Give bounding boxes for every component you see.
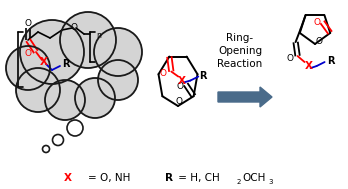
Text: 3: 3: [268, 179, 272, 185]
Text: X: X: [177, 76, 185, 86]
Text: O: O: [24, 19, 32, 29]
Text: O: O: [24, 50, 32, 59]
Circle shape: [6, 46, 50, 90]
Circle shape: [16, 68, 60, 112]
Circle shape: [67, 120, 83, 136]
Text: R: R: [165, 173, 173, 183]
Text: X: X: [304, 61, 313, 71]
Text: O: O: [286, 53, 293, 63]
Circle shape: [98, 60, 138, 100]
Polygon shape: [218, 87, 272, 107]
Text: O: O: [160, 69, 167, 78]
Text: Reaction: Reaction: [218, 59, 263, 69]
Text: X: X: [40, 57, 48, 67]
Text: R: R: [62, 59, 70, 69]
Text: X: X: [64, 173, 72, 183]
Text: 2: 2: [237, 179, 242, 185]
Text: O: O: [71, 23, 78, 33]
Text: R: R: [327, 56, 334, 66]
Text: OCH: OCH: [242, 173, 266, 183]
Circle shape: [45, 80, 85, 120]
Circle shape: [20, 20, 84, 84]
Text: R: R: [199, 70, 207, 81]
Circle shape: [53, 135, 63, 146]
Text: O: O: [176, 82, 183, 91]
Circle shape: [94, 28, 142, 76]
Text: = O, NH: = O, NH: [88, 173, 130, 183]
Text: O: O: [316, 36, 323, 46]
Text: O: O: [175, 97, 182, 105]
Text: O: O: [314, 19, 321, 27]
Circle shape: [42, 146, 49, 153]
Text: = H, CH: = H, CH: [175, 173, 220, 183]
Text: Ring-: Ring-: [227, 33, 254, 43]
Text: n: n: [96, 32, 101, 40]
Circle shape: [60, 12, 116, 68]
Text: Opening: Opening: [218, 46, 262, 56]
Circle shape: [75, 78, 115, 118]
